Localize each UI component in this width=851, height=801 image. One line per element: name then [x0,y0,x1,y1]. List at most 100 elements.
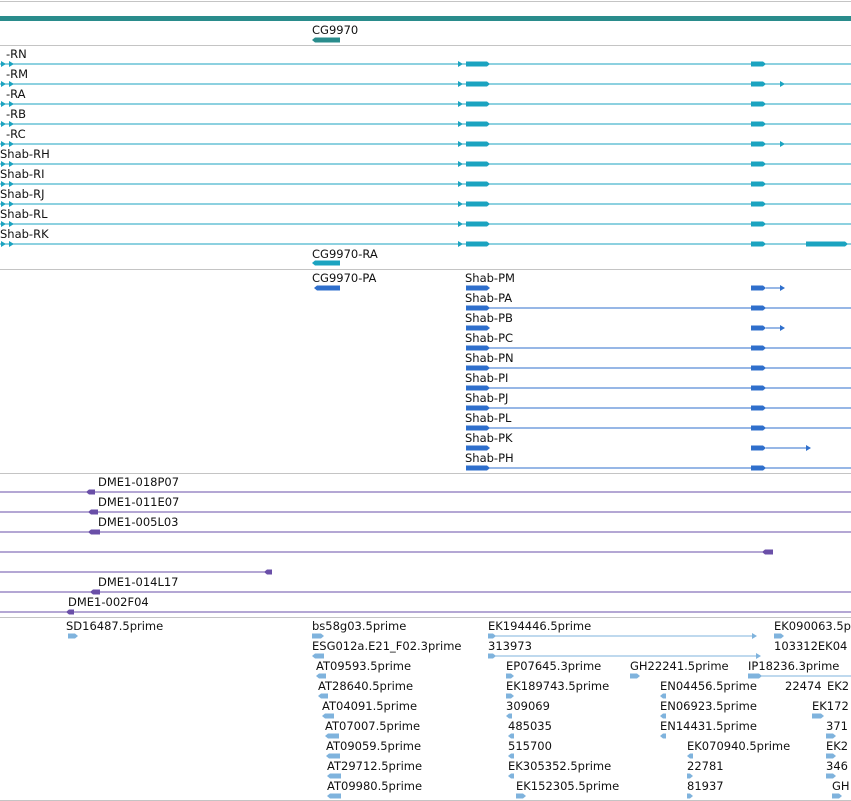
protein-label[interactable]: Shab-PC [465,331,514,345]
est-block [506,673,514,679]
est-label[interactable]: 515700 [508,739,552,753]
strand-arrow [9,201,14,207]
transcript-label[interactable]: -RC [6,127,26,141]
est-label[interactable]: SD16487.5prime [66,619,164,633]
protein-label[interactable]: Shab-PI [465,371,509,385]
est-label[interactable]: AT07007.5prime [325,719,421,733]
clone-label[interactable]: DME1-011E07 [98,495,180,509]
clone-block [762,549,773,555]
protein-label[interactable]: Shab-PL [465,411,512,425]
transcript-label-cg9970-ra[interactable]: CG9970-RA [312,247,378,261]
exon-block [751,221,766,227]
est-label[interactable]: AT04091.5prime [322,699,418,713]
exon-block [466,181,490,187]
clone-label[interactable]: DME1-018P07 [98,475,180,489]
strand-arrow [780,325,785,331]
protein-label[interactable]: Shab-PJ [465,391,509,405]
clone-block [90,589,100,595]
strand-arrow [756,653,761,659]
est-label[interactable]: AT09059.5prime [326,739,422,753]
exon-block [751,121,766,127]
exon-block [466,161,490,167]
est-label[interactable]: 103312EK04 [774,639,848,653]
strand-arrow [458,61,463,67]
protein-label[interactable]: Shab-PM [465,271,515,285]
clone-label[interactable]: DME1-005L03 [98,515,179,529]
exon-block [466,221,490,227]
strand-arrow [1,161,6,167]
est-label[interactable]: 485035 [508,719,552,733]
clone-label[interactable]: DME1-014L17 [98,575,179,589]
clone-block [88,509,98,515]
est-label[interactable]: EK189743.5prime [506,679,610,693]
protein-label[interactable]: Shab-PK [465,431,513,445]
exon-block [751,181,766,187]
transcript-label[interactable]: Shab-RJ [0,187,45,201]
est-label[interactable]: EK2 [826,739,849,753]
transcript-glyph-cg9970-ra [312,260,340,266]
protein-label[interactable]: Shab-PB [465,311,513,325]
est-block [687,793,693,799]
exon-block [751,81,766,87]
est-label[interactable]: 346 [826,759,848,773]
exon-block [751,61,766,67]
protein-glyph-cg9970-pa [314,285,340,291]
est-block [687,773,693,779]
est-block [508,733,514,739]
transcript-label[interactable]: -RN [6,47,27,61]
est-label[interactable]: EN14431.5prime [660,719,757,733]
protein-label[interactable]: Shab-PA [465,291,513,305]
est-label[interactable]: EK070940.5prime [687,739,791,753]
est-label[interactable]: EK090063.5p [774,619,851,633]
strand-arrow [9,241,14,247]
est-label[interactable]: EK172 [812,699,849,713]
strand-arrow [9,181,14,187]
est-label[interactable]: AT09980.5prime [327,779,423,793]
est-label[interactable]: bs58g03.5prime [312,619,407,633]
gene-label-cg9970[interactable]: CG9970 [312,23,359,37]
est-label[interactable]: EN06923.5prime [660,699,757,713]
est-label[interactable]: AT09593.5prime [316,659,412,673]
est-label[interactable]: 81937 [687,779,724,793]
est-label[interactable]: 22474 [785,679,822,693]
est-block [318,693,328,699]
est-label[interactable]: EP07645.3prime [506,659,602,673]
transcript-label[interactable]: -RM [6,67,29,81]
est-label[interactable]: ESG012a.E21_F02.3prime [312,639,462,653]
est-label[interactable]: GH22241.5prime [630,659,729,673]
est-label[interactable]: IP18236.3prime [748,659,840,673]
est-label[interactable]: GH [832,779,850,793]
est-label[interactable]: 313973 [488,639,532,653]
strand-arrow [458,81,463,87]
transcript-label[interactable]: Shab-RK [0,227,49,241]
exon-block [751,101,766,107]
protein-label[interactable]: Shab-PN [465,351,514,365]
protein-block [751,285,766,291]
protein-label[interactable]: Shab-PH [465,451,514,465]
est-label[interactable]: EN04456.5prime [660,679,757,693]
strand-arrow [9,81,14,87]
est-block [312,653,324,659]
transcript-label[interactable]: Shab-RL [0,207,48,221]
est-label[interactable]: EK194446.5prime [488,619,592,633]
transcript-label[interactable]: Shab-RH [0,147,50,161]
transcript-label[interactable]: -RB [6,107,27,121]
exon-block [466,141,490,147]
strand-arrow [9,101,14,107]
est-label[interactable]: 22781 [687,759,724,773]
est-label[interactable]: AT29712.5prime [327,759,423,773]
est-block [316,673,326,679]
est-label[interactable]: 371 [826,719,848,733]
transcript-label[interactable]: -RA [6,87,26,101]
est-label[interactable]: AT28640.5prime [318,679,414,693]
est-block [322,713,334,719]
est-label[interactable]: EK305352.5prime [508,759,612,773]
transcript-label[interactable]: Shab-RI [0,167,45,181]
clone-label[interactable]: DME1-002F04 [68,595,149,609]
est-label[interactable]: 309069 [506,699,550,713]
est-label[interactable]: EK2 [827,679,850,693]
protein-label-cg9970-pa[interactable]: CG9970-PA [312,271,377,285]
est-label[interactable]: EK152305.5prime [516,779,620,793]
strand-arrow [458,241,463,247]
